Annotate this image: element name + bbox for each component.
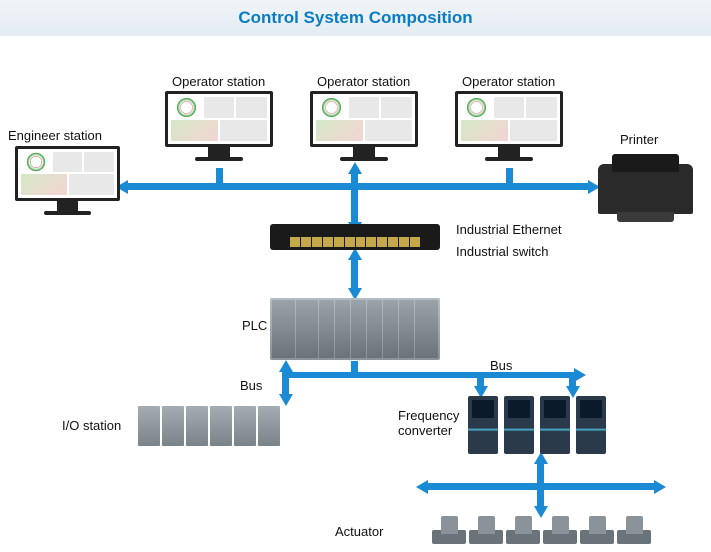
diagram-canvas: Engineer station Operator station Operat… — [0, 36, 711, 552]
op3-label: Operator station — [462, 74, 555, 89]
op3-monitor — [455, 91, 563, 171]
switch-plc-line — [351, 260, 358, 288]
actuator-vertical — [537, 464, 544, 506]
op1-label: Operator station — [172, 74, 265, 89]
title-bar: Control System Composition — [0, 0, 711, 36]
actuator-icon — [432, 516, 654, 549]
op2-label: Operator station — [317, 74, 410, 89]
industrial-switch-icon — [270, 224, 440, 250]
printer-icon — [598, 154, 693, 224]
actuator-label: Actuator — [335, 524, 383, 539]
io-station-icon — [138, 406, 282, 451]
actuator-bus-right — [654, 480, 666, 494]
io-station-label: I/O station — [62, 418, 121, 433]
plc-icon — [270, 298, 440, 360]
engineer-station-label: Engineer station — [8, 128, 102, 143]
io-branch-up — [279, 360, 293, 372]
industrial-ethernet-label: Industrial Ethernet — [456, 222, 562, 237]
main-bus-line — [128, 183, 588, 190]
engineer-station-monitor — [15, 146, 120, 224]
page-title: Control System Composition — [238, 8, 472, 28]
printer-label: Printer — [620, 132, 658, 147]
plc-label: PLC — [242, 318, 267, 333]
actuator-bus-left — [416, 480, 428, 494]
industrial-switch-label: Industrial switch — [456, 244, 548, 259]
op1-monitor — [165, 91, 273, 171]
frequency-converter-label: Frequency converter — [398, 408, 459, 438]
bus-left-label: Bus — [240, 378, 262, 393]
bus-right-label: Bus — [490, 358, 512, 373]
frequency-converter-icon — [468, 396, 612, 459]
center-vertical-1 — [351, 174, 358, 222]
io-branch-down — [279, 394, 293, 406]
op2-monitor — [310, 91, 418, 171]
plc-split-h — [282, 372, 576, 378]
